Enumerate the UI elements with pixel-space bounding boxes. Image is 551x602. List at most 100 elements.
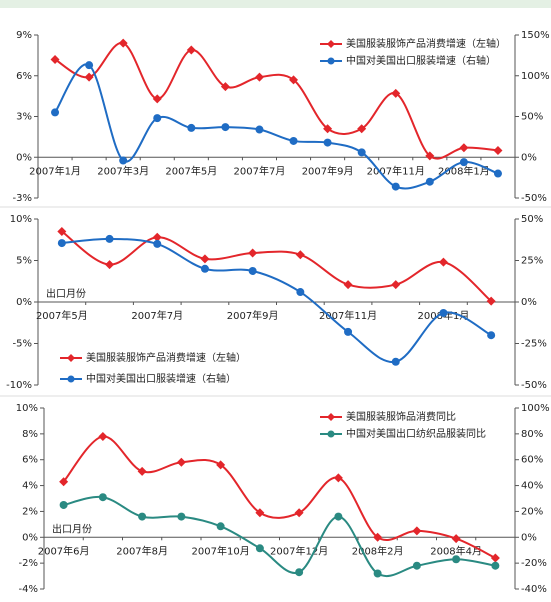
legend-marker	[327, 40, 335, 48]
data-point	[59, 477, 69, 487]
x-tick-label: 2007年5月	[165, 164, 217, 177]
x-tick-label: 2007年1月	[29, 164, 81, 177]
y-tick-label: 8%	[22, 429, 38, 440]
data-point	[221, 123, 230, 132]
series-line	[61, 230, 492, 302]
data-point	[425, 177, 434, 186]
data-point	[152, 232, 162, 242]
data-point	[216, 460, 226, 470]
data-point	[295, 250, 305, 260]
data-point	[459, 143, 469, 153]
data-point	[391, 182, 400, 191]
data-point	[490, 553, 500, 563]
y2-tick-label: 50%	[521, 112, 543, 123]
y-tick-label: 10%	[16, 403, 38, 414]
data-point	[51, 108, 60, 117]
data-point	[186, 45, 196, 55]
data-point	[295, 568, 304, 577]
y-tick-label: 0%	[16, 152, 32, 163]
y2-tick-label: 150%	[521, 30, 550, 41]
data-point	[296, 288, 305, 297]
y2-tick-label: 20%	[521, 506, 543, 517]
data-point	[200, 264, 209, 273]
legend-label: 中国对美国出口服装增速（右轴）	[346, 54, 496, 67]
y-tick-label: 3%	[16, 112, 32, 123]
y2-tick-label: 40%	[521, 481, 543, 492]
data-point	[177, 512, 186, 521]
y-tick-label: 0%	[16, 297, 32, 308]
data-point	[84, 72, 94, 82]
data-point	[334, 512, 343, 521]
data-point	[137, 466, 147, 476]
data-point	[487, 331, 496, 340]
legend-label: 中国对美国出口纺织品服装同比	[346, 427, 486, 440]
y-tick-label: 5%	[16, 256, 32, 267]
x-tick-label: 2007年7月	[131, 309, 183, 322]
y2-tick-label: 50%	[521, 214, 543, 225]
legend-marker	[67, 375, 75, 383]
series-line	[61, 237, 492, 363]
x-tick-label: 2007年9月	[302, 164, 354, 177]
y2-tick-label: 60%	[521, 455, 543, 466]
y-tick-label: 6%	[22, 455, 38, 466]
data-point	[98, 431, 108, 441]
x-tick-label: 2007年12月	[270, 544, 328, 557]
data-point	[493, 169, 502, 178]
data-point	[438, 257, 448, 267]
data-point	[105, 234, 114, 243]
data-point	[153, 114, 162, 123]
legend-label: 美国服装服饰产品消费增速（左轴）	[86, 351, 246, 364]
data-point	[220, 82, 230, 92]
data-point	[255, 125, 264, 134]
data-point	[50, 54, 60, 64]
x-tick-label: 2007年9月	[227, 309, 279, 322]
data-point	[391, 357, 400, 366]
data-point	[451, 534, 461, 544]
y-tick-label: 2%	[22, 506, 38, 517]
y2-tick-label: 0%	[521, 152, 537, 163]
y-tick-label: -5%	[13, 339, 32, 350]
y2-tick-label: -20%	[521, 558, 547, 569]
data-point	[459, 158, 468, 167]
data-point	[254, 72, 264, 82]
y-tick-label: -3%	[13, 193, 32, 204]
y2-tick-label: 25%	[521, 256, 543, 267]
data-point	[59, 500, 68, 509]
y2-tick-label: 0%	[521, 297, 537, 308]
data-point	[294, 508, 304, 518]
data-point	[357, 124, 367, 134]
data-point	[343, 280, 353, 290]
x-tick-label: 2007年3月	[97, 164, 149, 177]
y2-tick-label: 100%	[521, 403, 550, 414]
data-point	[176, 457, 186, 467]
data-point	[323, 124, 333, 134]
legend-label: 美国服装服饰品消费同比	[346, 410, 456, 423]
data-point	[323, 138, 332, 147]
legend-label: 美国服装服饰产品消费增速（左轴）	[346, 37, 506, 50]
top-band	[0, 0, 551, 8]
data-point	[373, 532, 383, 542]
data-point	[85, 61, 94, 70]
x-tick-label: 2007年5月	[36, 309, 88, 322]
legend-marker	[327, 430, 335, 438]
data-point	[216, 522, 225, 531]
data-point	[255, 508, 265, 518]
data-point	[289, 136, 298, 145]
y-tick-label: 6%	[16, 71, 32, 82]
data-point	[255, 544, 264, 553]
x-tick-label: 2008年4月	[430, 544, 482, 557]
y2-tick-label: -40%	[521, 584, 547, 595]
data-point	[118, 38, 128, 48]
y2-tick-label: -50%	[521, 380, 547, 391]
legend-marker	[67, 354, 75, 362]
data-point	[105, 260, 115, 270]
data-point	[391, 280, 401, 290]
x-tick-label: 2007年8月	[116, 544, 168, 557]
y2-tick-label: 0%	[521, 532, 537, 543]
x-tick-label: 2007年7月	[234, 164, 286, 177]
data-point	[200, 254, 210, 264]
data-point	[357, 148, 366, 157]
y2-tick-label: -25%	[521, 339, 547, 350]
data-point	[98, 493, 107, 502]
